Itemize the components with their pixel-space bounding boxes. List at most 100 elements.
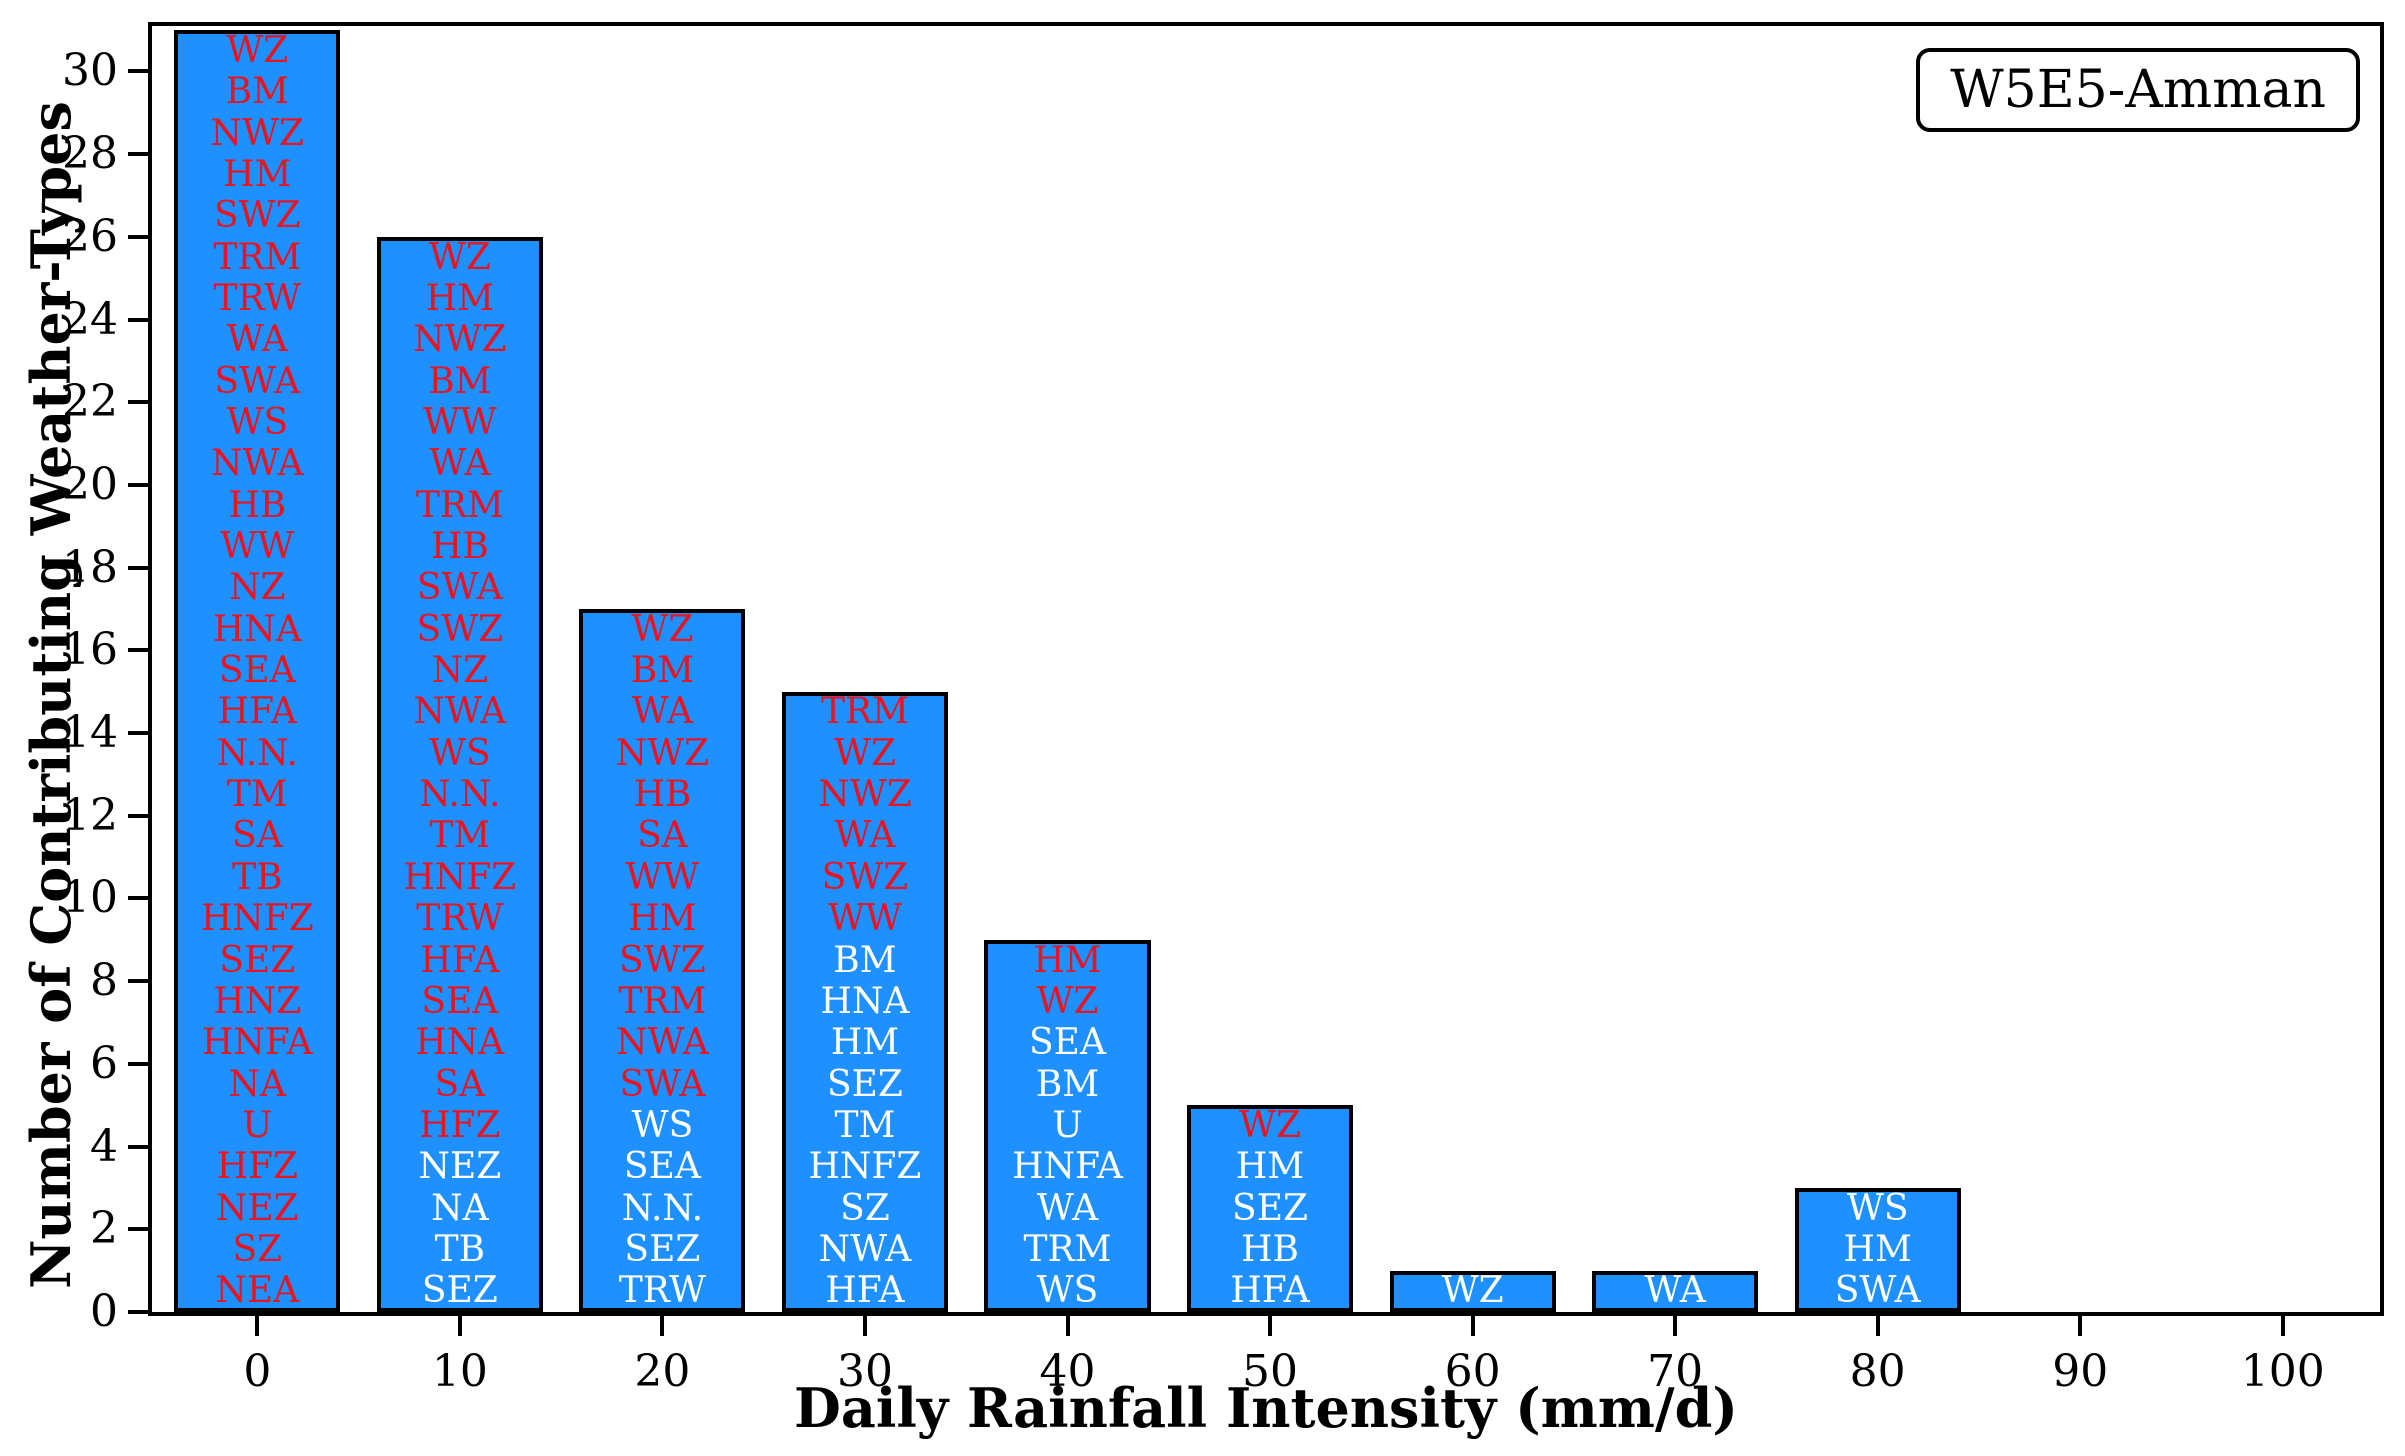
bar-label: N.N. (419, 774, 501, 816)
bar-label: NWZ (615, 732, 710, 774)
x-tick (1470, 1316, 1475, 1336)
x-axis-title: Daily Rainfall Intensity (mm/d) (794, 1376, 1738, 1440)
bar-label: WZ (631, 608, 694, 650)
bar-label: HFZ (419, 1104, 501, 1146)
y-tick-label: 0 (90, 1286, 118, 1337)
y-tick-label: 4 (90, 1120, 118, 1172)
bar-label: BM (630, 650, 695, 692)
bar-label: SWA (416, 567, 503, 609)
bar-label: TM (429, 815, 491, 857)
bar-label: HFA (420, 939, 500, 981)
bar-label: SEZ (219, 939, 296, 981)
bar-label: HB (228, 484, 287, 526)
x-tick-label: 70 (1647, 1346, 1704, 1397)
bar-label: NA (431, 1187, 489, 1229)
legend-box: W5E5-Amman (1916, 48, 2360, 132)
y-tick (128, 69, 148, 74)
bar-label: NWA (616, 1022, 709, 1064)
y-tick-label: 6 (90, 1037, 118, 1089)
bar-label: HNFA (1012, 1146, 1123, 1188)
bar-label: NWZ (818, 774, 912, 816)
bar-label: NZ (431, 650, 489, 692)
bar-label: WW (220, 526, 295, 568)
x-tick (862, 1316, 867, 1336)
bar-label: HNFZ (200, 898, 314, 940)
bar-label: HFA (1230, 1270, 1310, 1312)
bar-x30: TRM WZ NWZ WA SWZ WW BM HNA HM SEZ TM HNFZ SZ NWA HFA (781, 691, 948, 1312)
y-tick (128, 1227, 148, 1232)
bar-label: TM (226, 774, 288, 816)
y-tick (128, 400, 148, 405)
bar-label: SEZ (826, 1063, 903, 1105)
bar-label: HM (223, 153, 292, 195)
bar-label: NWA (210, 443, 304, 485)
bar-label: WS (1846, 1187, 1909, 1229)
x-tick-label: 10 (431, 1346, 488, 1397)
bar-label: WW (422, 401, 497, 443)
x-tick-label: 0 (243, 1346, 272, 1397)
y-tick-label: 20 (62, 458, 118, 510)
bar-label: SEA (1029, 1022, 1106, 1064)
bar-label: HFZ (216, 1146, 298, 1188)
x-tick (255, 1316, 260, 1336)
bar-label: HM (1235, 1146, 1305, 1188)
y-tick-label: 10 (62, 872, 118, 924)
bar-label: HM (830, 1022, 900, 1064)
bar-label: SWZ (213, 195, 301, 237)
bar-label: WS (226, 401, 289, 443)
bar-label: SZ (232, 1228, 283, 1270)
bar-label: WZ (226, 29, 289, 71)
bar-label: TRW (618, 1270, 707, 1312)
bar-label: SEA (421, 980, 499, 1022)
y-tick-label: 14 (62, 707, 118, 759)
bar-label: HM (425, 277, 494, 319)
x-tick-label: 80 (1849, 1346, 1906, 1397)
bar-label: SWA (1834, 1270, 1921, 1312)
bar-x70: WA (1592, 1270, 1759, 1312)
bar-label: TRM (213, 236, 302, 278)
bar-x20: WZ BM WA NWZ HB SA WW HM SWZ TRM NWA SWA WS SEA N.N. SE… (579, 608, 746, 1312)
x-tick (2078, 1316, 2083, 1336)
legend-label: W5E5-Amman (1950, 60, 2326, 120)
y-tick (128, 896, 148, 901)
x-tick (457, 1316, 462, 1336)
bar-label: WA (631, 691, 693, 733)
bar-x50: WZ HM SEZ HB HFA (1187, 1104, 1354, 1312)
bar-label: HNFZ (808, 1146, 922, 1188)
y-tick (128, 234, 148, 239)
bar-label: U (242, 1104, 273, 1146)
bar-label: HNFZ (403, 856, 517, 898)
bar-label: SWZ (821, 856, 909, 898)
bar-label: HM (1843, 1228, 1912, 1270)
x-tick (1268, 1316, 1273, 1336)
bar-label: WA (226, 319, 288, 361)
bar-label: SWA (214, 360, 301, 402)
y-tick-label: 22 (62, 376, 118, 428)
bar-label: WZ (1441, 1270, 1504, 1312)
bar-x60: WZ (1389, 1270, 1556, 1312)
bar-x40: HM WZ SEA BM U HNFA WA TRM WS (984, 939, 1151, 1312)
y-tick (128, 1310, 148, 1314)
bar-label: NZ (229, 567, 286, 609)
bar-label: SWA (619, 1063, 706, 1105)
x-tick-label: 60 (1444, 1346, 1501, 1397)
y-tick (128, 813, 148, 818)
y-tick (128, 648, 148, 653)
bar-label: TRM (1023, 1228, 1112, 1270)
bar-label: TRM (415, 484, 504, 526)
bar-label: HFA (825, 1270, 905, 1312)
bar-x0: WZ BM NWZ HM SWZ TRM TRW WA SWA WS NWA HB WW NZ HNA SEA… (174, 29, 341, 1312)
bar-label: WZ (1239, 1104, 1302, 1146)
x-tick-label: 30 (836, 1346, 893, 1397)
bar-label: WW (625, 856, 700, 898)
y-tick-label: 16 (62, 624, 118, 676)
bar-label: SWZ (619, 939, 706, 981)
x-tick (1673, 1316, 1678, 1336)
plot-area: WZ BM NWZ HM SWZ TRM TRW WA SWA WS NWA HB WW NZ HNA SEA… (62, 22, 2384, 1397)
bar-label: TM (834, 1104, 896, 1146)
y-tick-label: 2 (90, 1203, 118, 1255)
bar-label: WA (1036, 1187, 1099, 1229)
y-tick-label: 26 (62, 210, 118, 262)
bar-label: TRW (213, 277, 301, 319)
bar-label: WW (827, 898, 902, 940)
